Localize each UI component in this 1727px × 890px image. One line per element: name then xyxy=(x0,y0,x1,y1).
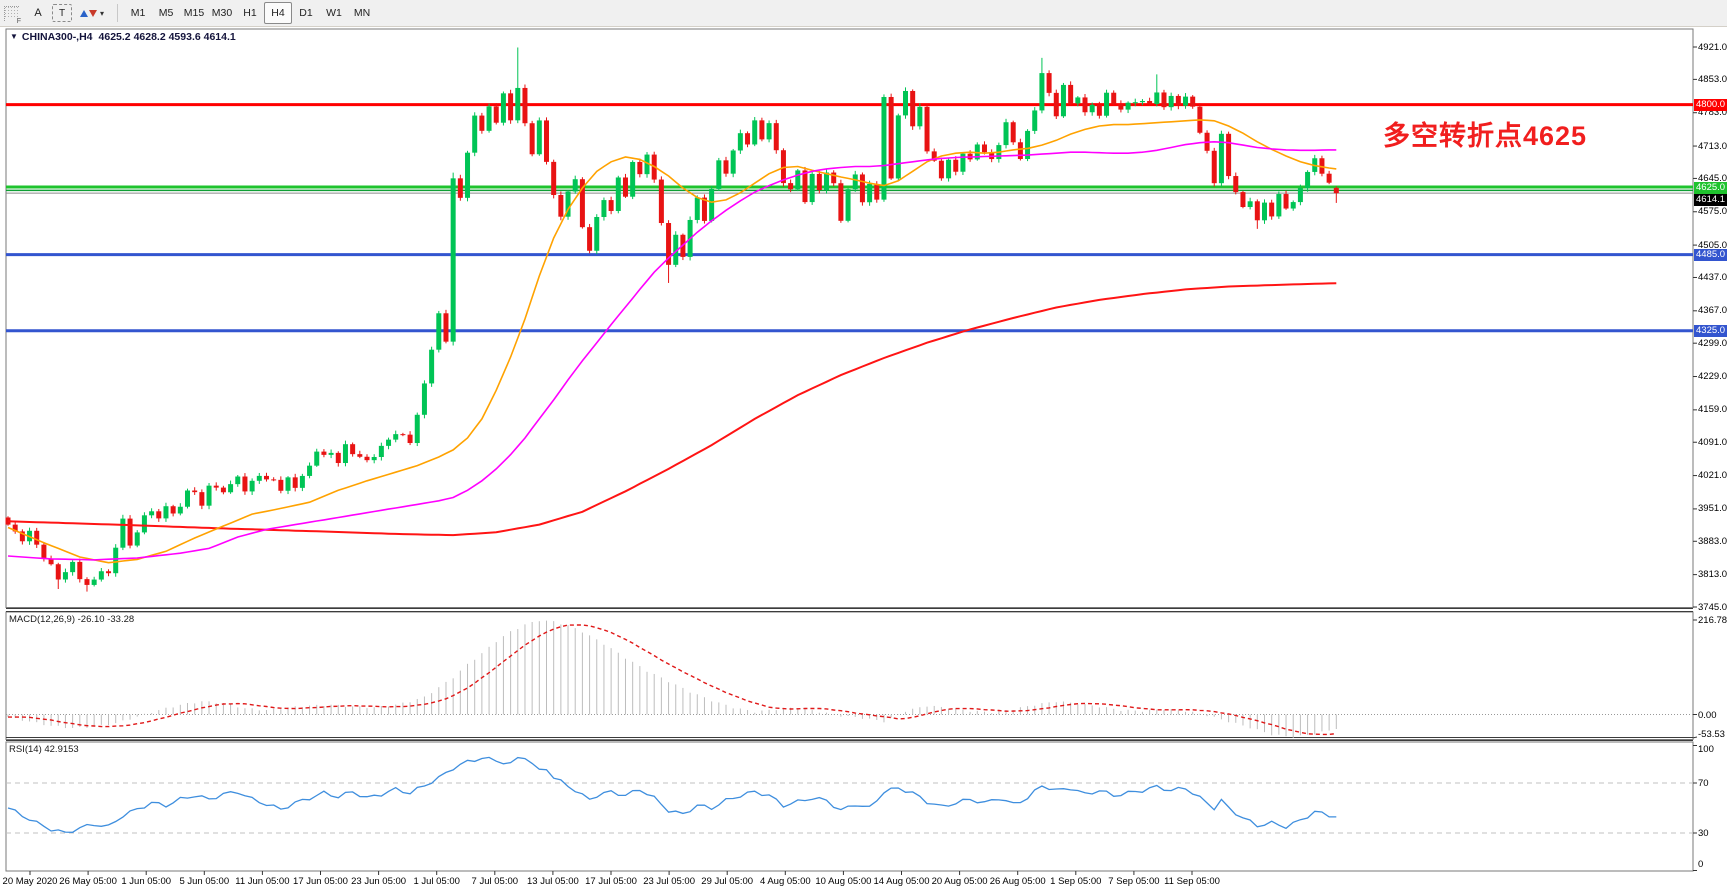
time-tick-label: 10 Aug 05:00 xyxy=(815,876,872,887)
timeframe-button-h1[interactable]: H1 xyxy=(243,7,257,19)
axis-tick-label: 30 xyxy=(1698,828,1709,839)
time-tick-label: 11 Sep 05:00 xyxy=(1164,876,1220,887)
axis-tick-label: 0 xyxy=(1698,859,1704,870)
axis-tick-label: 0.00 xyxy=(1698,709,1717,721)
axis-tick-label: 3745.0 xyxy=(1698,601,1727,613)
price-badge: 4614.1 xyxy=(1694,194,1727,207)
time-tick-label: 11 Jun 05:00 xyxy=(235,876,290,887)
symbol-dropdown-icon[interactable]: ▼ xyxy=(10,32,18,41)
text-box-tool-button[interactable]: T xyxy=(52,4,72,22)
axis-tick-label: 4367.0 xyxy=(1698,305,1727,317)
axis-tick-label: 4299.0 xyxy=(1698,337,1727,349)
axis-tick-label: -53.53 xyxy=(1698,729,1725,740)
time-tick-label: 7 Jul 05:00 xyxy=(471,876,519,887)
chart-annotation-text: 多空转折点4625 xyxy=(1383,121,1588,151)
axis-tick-label: 100 xyxy=(1698,744,1714,755)
time-tick-label: 1 Jun 05:00 xyxy=(121,876,172,887)
time-tick-label: 14 Aug 05:00 xyxy=(873,876,930,887)
timeframe-button-m30[interactable]: M30 xyxy=(211,7,233,19)
axis-tick-label: 4505.0 xyxy=(1698,239,1727,251)
chart-title: ▼ CHINA300-,H4 4625.2 4628.2 4593.6 4614.1 xyxy=(10,31,236,43)
time-tick-label: 23 Jun 05:00 xyxy=(351,876,407,887)
time-tick-label: 29 Jul 05:00 xyxy=(701,876,754,887)
time-tick-label: 20 Aug 05:00 xyxy=(931,876,988,887)
axis-tick-label: 216.78 xyxy=(1698,615,1727,626)
time-tick-label: 1 Sep 05:00 xyxy=(1050,876,1102,887)
axis-tick-label: 4229.0 xyxy=(1698,371,1727,383)
axis-tick-label: 4091.0 xyxy=(1698,436,1727,448)
price-badge: 4625.0 xyxy=(1694,181,1727,194)
toolbar-separator xyxy=(117,4,118,22)
time-tick-label: 4 Aug 05:00 xyxy=(759,876,811,887)
timeframe-group: M1 M5 M15 M30 H1 H4 D1 W1 MN xyxy=(124,2,376,24)
time-tick-label: 17 Jun 05:00 xyxy=(293,876,348,887)
time-tick-label: 20 May 2020 xyxy=(2,876,58,887)
axis-tick-label: 4021.0 xyxy=(1698,470,1727,482)
timeframe-button-w1[interactable]: W1 xyxy=(326,7,342,19)
symbol-label: CHINA300-,H4 xyxy=(21,31,93,43)
axis-tick-label: 4853.0 xyxy=(1698,73,1727,85)
macd-indicator-label: MACD(12,26,9) -26.10 -33.28 xyxy=(9,614,135,625)
timeframe-button-d1[interactable]: D1 xyxy=(299,7,313,19)
toolbar-grip-icon[interactable]: F xyxy=(4,5,21,25)
price-badge: 4800.0 xyxy=(1694,98,1727,111)
time-tick-label: 7 Sep 05:00 xyxy=(1108,876,1160,887)
chevron-down-icon: ▾ xyxy=(99,8,104,18)
axis-tick-label: 4783.0 xyxy=(1698,107,1727,119)
time-tick-label: 5 Jun 05:00 xyxy=(179,876,230,887)
time-tick-label: 26 Aug 05:00 xyxy=(989,876,1046,887)
axis-tick-label: 4645.0 xyxy=(1698,172,1727,184)
time-tick-label: 13 Jul 05:00 xyxy=(527,876,579,887)
rsi-indicator-label: RSI(14) 42.9153 xyxy=(9,744,79,755)
axis-tick-label: 4437.0 xyxy=(1698,271,1727,283)
price-badge: 4325.0 xyxy=(1694,324,1727,337)
timeframe-button-m15[interactable]: M15 xyxy=(183,7,205,19)
axis-tick-label: 3883.0 xyxy=(1698,535,1727,547)
ohlc-values: 4625.2 4628.2 4593.6 4614.1 xyxy=(98,31,236,43)
time-tick-label: 23 Jul 05:00 xyxy=(643,876,695,887)
label-tool-button[interactable]: A xyxy=(34,7,42,19)
axis-tick-label: 3951.0 xyxy=(1698,503,1727,515)
axis-tick-label: 4159.0 xyxy=(1698,404,1727,416)
axis-tick-label: 70 xyxy=(1698,778,1709,789)
time-tick-label: 26 May 05:00 xyxy=(59,876,117,887)
timeframe-button-m1[interactable]: M1 xyxy=(130,7,146,19)
arrows-icon xyxy=(79,9,97,17)
axis-tick-label: 4575.0 xyxy=(1698,206,1727,218)
time-tick-label: 17 Jul 05:00 xyxy=(585,876,637,887)
toolbar: F A T ▾ M1 M5 M15 M30 H1 H4 D1 W1 MN xyxy=(0,0,1727,27)
timeframe-button-m5[interactable]: M5 xyxy=(158,7,174,19)
axis-tick-label: 3813.0 xyxy=(1698,569,1727,581)
axis-tick-label: 4921.0 xyxy=(1698,41,1727,53)
axis-tick-label: 4713.0 xyxy=(1698,140,1727,152)
time-tick-label: 1 Jul 05:00 xyxy=(413,876,460,887)
timeframe-button-mn[interactable]: MN xyxy=(353,7,371,19)
arrows-tool-button[interactable]: ▾ xyxy=(74,2,110,24)
timeframe-button-h4[interactable]: H4 xyxy=(264,2,292,24)
price-badge: 4485.0 xyxy=(1694,248,1727,261)
